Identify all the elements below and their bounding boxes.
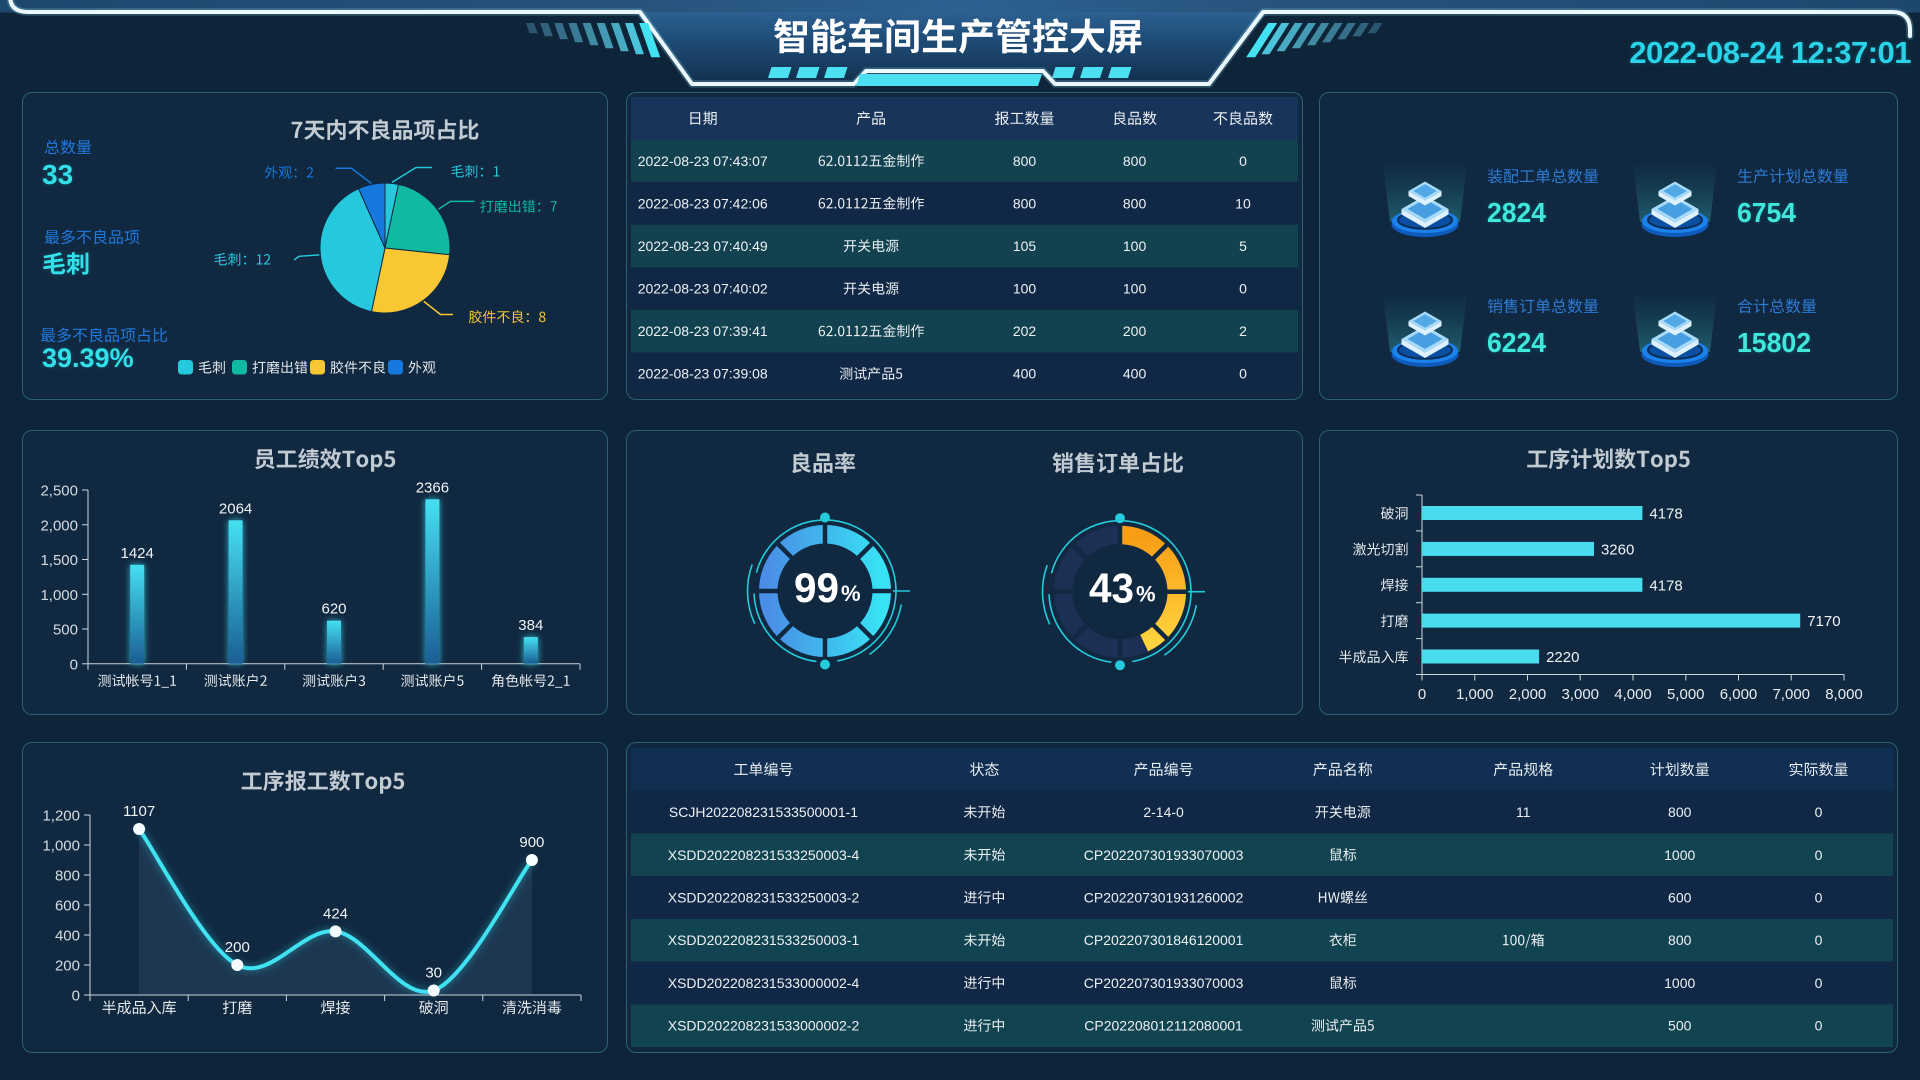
svg-text:XSDD202208231533000002-2: XSDD202208231533000002-2 <box>668 1018 860 1034</box>
svg-text:1,500: 1,500 <box>40 552 78 569</box>
svg-text:0: 0 <box>1815 847 1823 863</box>
svg-text:2366: 2366 <box>416 479 449 496</box>
svg-text:1107: 1107 <box>123 803 155 820</box>
svg-text:2: 2 <box>1239 323 1247 339</box>
svg-text:100: 100 <box>1123 238 1147 254</box>
svg-text:800: 800 <box>1668 804 1692 820</box>
svg-text:CP202208012112080001: CP202208012112080001 <box>1084 1018 1243 1034</box>
svg-text:0: 0 <box>1815 932 1823 948</box>
svg-text:33: 33 <box>42 159 73 190</box>
svg-text:400: 400 <box>1013 366 1037 382</box>
svg-text:2064: 2064 <box>219 500 252 517</box>
svg-text:1,000: 1,000 <box>42 838 80 855</box>
svg-text:2-14-0: 2-14-0 <box>1143 804 1184 820</box>
svg-text:0: 0 <box>1815 804 1823 820</box>
svg-text:800: 800 <box>1013 153 1037 169</box>
svg-text:384: 384 <box>518 617 543 634</box>
svg-text:600: 600 <box>55 898 80 915</box>
svg-text:2220: 2220 <box>1546 649 1579 666</box>
svg-text:500: 500 <box>53 622 78 639</box>
svg-text:100: 100 <box>1123 281 1147 297</box>
svg-text:0: 0 <box>1815 1018 1823 1034</box>
svg-text:5,000: 5,000 <box>1667 686 1705 703</box>
svg-text:0: 0 <box>1239 153 1247 169</box>
svg-text:4178: 4178 <box>1649 577 1682 594</box>
svg-text:400: 400 <box>55 928 80 945</box>
svg-text:0: 0 <box>70 656 78 673</box>
svg-text:8,000: 8,000 <box>1825 686 1863 703</box>
svg-text:0: 0 <box>1239 281 1247 297</box>
svg-text:800: 800 <box>1013 195 1037 211</box>
svg-text:200: 200 <box>1123 323 1147 339</box>
svg-text:2,000: 2,000 <box>1509 686 1547 703</box>
svg-text:CP202207301933070003: CP202207301933070003 <box>1084 975 1244 991</box>
svg-text:2022-08-23 07:40:02: 2022-08-23 07:40:02 <box>638 281 768 297</box>
svg-text:2022-08-23 07:39:08: 2022-08-23 07:39:08 <box>638 366 768 382</box>
svg-text:CP202207301846120001: CP202207301846120001 <box>1084 932 1244 948</box>
svg-text:1,200: 1,200 <box>42 808 80 825</box>
svg-text:15802: 15802 <box>1737 327 1811 358</box>
svg-text:2022-08-24 12:37:01: 2022-08-24 12:37:01 <box>1629 35 1911 70</box>
svg-text:2824: 2824 <box>1487 197 1546 228</box>
svg-text:4178: 4178 <box>1649 505 1682 522</box>
svg-text:900: 900 <box>519 834 544 851</box>
svg-text:0: 0 <box>1815 890 1823 906</box>
svg-text:XSDD202208231533000002-4: XSDD202208231533000002-4 <box>668 975 860 991</box>
svg-text:1,000: 1,000 <box>40 587 78 604</box>
svg-text:800: 800 <box>1123 195 1147 211</box>
svg-text:99: 99 <box>794 564 839 611</box>
svg-text:600: 600 <box>1668 890 1692 906</box>
svg-text:39.39%: 39.39% <box>42 343 134 373</box>
svg-text:1,000: 1,000 <box>1456 686 1494 703</box>
svg-text:6754: 6754 <box>1737 197 1796 228</box>
svg-text:1000: 1000 <box>1664 847 1695 863</box>
svg-text:6,000: 6,000 <box>1720 686 1758 703</box>
svg-text:0: 0 <box>1418 686 1426 703</box>
svg-text:5: 5 <box>1239 238 1247 254</box>
svg-text:1424: 1424 <box>121 545 154 562</box>
svg-text:3,000: 3,000 <box>1561 686 1599 703</box>
svg-text:43: 43 <box>1089 565 1134 612</box>
svg-text:XSDD202208231533250003-2: XSDD202208231533250003-2 <box>668 890 860 906</box>
svg-text:10: 10 <box>1235 195 1251 211</box>
svg-text:202: 202 <box>1013 323 1037 339</box>
svg-text:2,000: 2,000 <box>40 517 78 534</box>
svg-text:XSDD202208231533250003-1: XSDD202208231533250003-1 <box>668 932 860 948</box>
svg-text:100: 100 <box>1013 281 1037 297</box>
svg-text:2,500: 2,500 <box>40 483 78 500</box>
svg-text:500: 500 <box>1668 1018 1692 1034</box>
svg-text:424: 424 <box>323 905 348 922</box>
svg-text:0: 0 <box>1239 366 1247 382</box>
svg-text:%: % <box>841 581 861 606</box>
svg-text:CP202207301933070003: CP202207301933070003 <box>1084 847 1244 863</box>
svg-text:4,000: 4,000 <box>1614 686 1652 703</box>
svg-text:620: 620 <box>321 601 346 618</box>
svg-text:3260: 3260 <box>1601 541 1634 558</box>
svg-text:2022-08-23 07:43:07: 2022-08-23 07:43:07 <box>638 153 768 169</box>
svg-text:800: 800 <box>1668 932 1692 948</box>
svg-text:200: 200 <box>225 939 250 956</box>
svg-text:%: % <box>1136 582 1156 607</box>
svg-text:200: 200 <box>55 958 80 975</box>
svg-text:800: 800 <box>55 868 80 885</box>
svg-text:11: 11 <box>1516 804 1531 820</box>
svg-text:2022-08-23 07:42:06: 2022-08-23 07:42:06 <box>638 195 768 211</box>
svg-text:XSDD202208231533250003-4: XSDD202208231533250003-4 <box>668 847 860 863</box>
svg-text:800: 800 <box>1123 153 1147 169</box>
svg-text:30: 30 <box>425 965 442 982</box>
svg-text:400: 400 <box>1123 366 1147 382</box>
svg-text:CP202207301931260002: CP202207301931260002 <box>1084 890 1244 906</box>
svg-text:2022-08-23 07:39:41: 2022-08-23 07:39:41 <box>638 323 768 339</box>
svg-text:7,000: 7,000 <box>1772 686 1810 703</box>
svg-text:7170: 7170 <box>1807 613 1840 630</box>
svg-text:6224: 6224 <box>1487 327 1546 358</box>
svg-text:105: 105 <box>1013 238 1037 254</box>
svg-text:0: 0 <box>1815 975 1823 991</box>
svg-text:2022-08-23 07:40:49: 2022-08-23 07:40:49 <box>638 238 768 254</box>
svg-text:1000: 1000 <box>1664 975 1695 991</box>
svg-text:SCJH202208231533500001-1: SCJH202208231533500001-1 <box>669 804 858 820</box>
svg-text:0: 0 <box>72 988 80 1005</box>
